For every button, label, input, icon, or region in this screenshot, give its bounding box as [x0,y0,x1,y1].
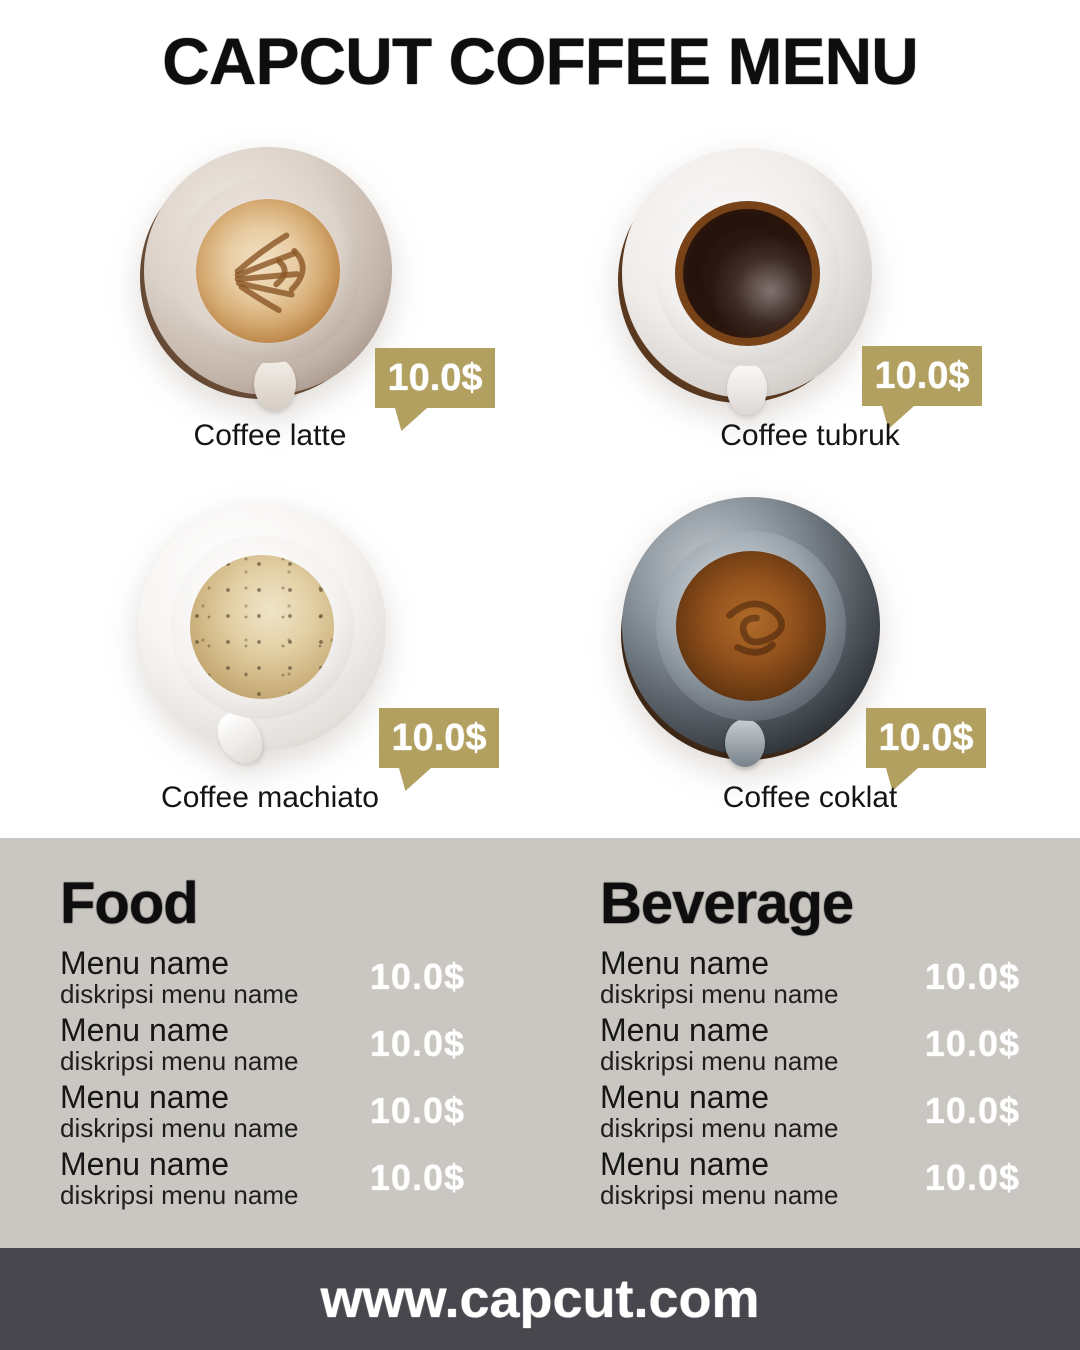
product-card-machiato: 10.0$ Coffee machiato [0,480,540,840]
menu-item-price: 10.0$ [369,956,465,997]
menu-item: Menu name diskripsi menu name 10.0$ [600,1013,1020,1075]
footer-bar: www.capcut.com [0,1248,1080,1350]
beverage-column: Beverage Menu name diskripsi menu name 1… [600,872,1020,1214]
beverage-heading: Beverage [600,871,854,936]
menu-item-name: Menu name [600,1079,769,1115]
menu-item-text: Menu name diskripsi menu name [60,1147,298,1209]
menu-item-name: Menu name [60,1079,229,1115]
machiato-cup-photo [138,503,386,772]
latte-cup-photo [140,147,392,410]
menu-item-desc: diskripsi menu name [60,1046,299,1076]
menu-item-desc: diskripsi menu name [600,979,839,1009]
coffee-surface [676,551,826,701]
price-tag: 10.0$ [375,348,495,408]
coffee-surface [196,199,340,343]
menu-item-desc: diskripsi menu name [60,1180,299,1210]
menu-section: Food Menu name diskripsi menu name 10.0$… [0,838,1080,1248]
product-card-latte: 10.0$ Coffee latte [0,120,540,480]
menu-item: Menu name diskripsi menu name 10.0$ [60,1013,465,1075]
menu-item-text: Menu name diskripsi menu name [600,946,838,1008]
price-text: 10.0$ [878,716,974,759]
menu-item-price: 10.0$ [924,1157,1020,1198]
menu-item-price: 10.0$ [924,1023,1020,1064]
website-url: www.capcut.com [320,1269,760,1329]
menu-item-desc: diskripsi menu name [60,979,299,1009]
menu-item-desc: diskripsi menu name [600,1046,839,1076]
menu-item-price: 10.0$ [924,956,1020,997]
product-name: Coffee latte [193,419,347,452]
coffee-surface [674,200,820,346]
menu-item-text: Menu name diskripsi menu name [60,1080,298,1142]
menu-item-name: Menu name [600,1146,769,1182]
menu-item-name: Menu name [60,1012,229,1048]
product-name: Coffee coklat [722,781,898,814]
price-tag: 10.0$ [862,346,982,406]
product-name: Coffee machiato [161,781,379,814]
food-heading: Food [60,871,199,936]
menu-item-desc: diskripsi menu name [600,1113,839,1143]
product-card-tubruk: 10.0$ Coffee tubruk [540,120,1080,480]
price-tag: 10.0$ [866,708,986,768]
menu-item-text: Menu name diskripsi menu name [600,1080,838,1142]
menu-item: Menu name diskripsi menu name 10.0$ [60,1147,465,1209]
menu-item-name: Menu name [600,945,769,981]
menu-item-price: 10.0$ [924,1090,1020,1131]
price-text: 10.0$ [391,716,487,759]
cup-handle [725,718,765,767]
price-text: 10.0$ [874,354,970,397]
menu-item-price: 10.0$ [369,1090,465,1131]
page-title: CAPCUT COFFEE MENU [162,24,919,98]
menu-item-text: Menu name diskripsi menu name [600,1147,838,1209]
menu-item: Menu name diskripsi menu name 10.0$ [60,1080,465,1142]
menu-item-text: Menu name diskripsi menu name [600,1013,838,1075]
food-column: Food Menu name diskripsi menu name 10.0$… [60,872,465,1214]
menu-item: Menu name diskripsi menu name 10.0$ [60,946,465,1008]
menu-item-name: Menu name [600,1012,769,1048]
cup-handle [727,363,767,415]
menu-item: Menu name diskripsi menu name 10.0$ [600,1080,1020,1142]
menu-item-text: Menu name diskripsi menu name [60,946,298,1008]
menu-item-price: 10.0$ [369,1157,465,1198]
product-card-coklat: 10.0$ Coffee coklat [540,480,1080,840]
chocolate-swirl [726,600,785,656]
coklat-cup-photo [620,497,880,767]
cup-handle [254,357,296,410]
menu-item-desc: diskripsi menu name [60,1113,299,1143]
price-text: 10.0$ [387,356,483,399]
menu-item: Menu name diskripsi menu name 10.0$ [600,1147,1020,1209]
menu-item-text: Menu name diskripsi menu name [60,1013,298,1075]
menu-item-price: 10.0$ [369,1023,465,1064]
product-name: Coffee tubruk [720,419,900,452]
tubruk-cup-photo [617,148,872,415]
menu-item: Menu name diskripsi menu name 10.0$ [600,946,1020,1008]
menu-item-desc: diskripsi menu name [600,1180,839,1210]
menu-item-name: Menu name [60,945,229,981]
price-tag: 10.0$ [379,708,499,768]
menu-item-name: Menu name [60,1146,229,1182]
coffee-surface [190,555,334,699]
latte-art-fern [234,231,306,313]
